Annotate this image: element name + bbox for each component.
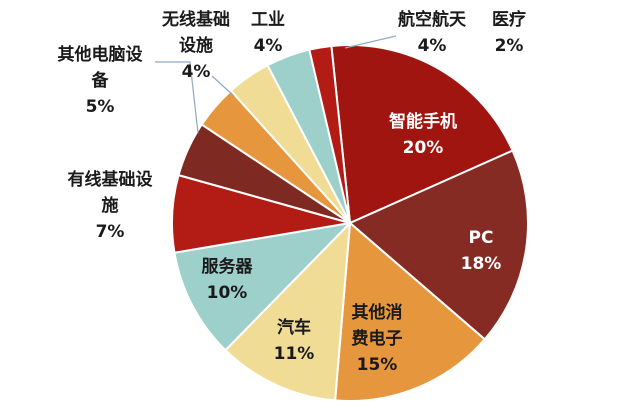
slice-label-line: 航空航天 [398,9,467,30]
slice-label-6: 其他电脑设备 5% [58,44,143,117]
leader-lines [155,35,397,134]
slice-label-line: 设施 [179,35,213,56]
pie-slice-4 [173,221,353,352]
slice-label-line: 汽车 [277,317,311,338]
slice-label-10: 医疗 2% [492,9,526,56]
slice-label-3: 汽车 11% [274,317,315,364]
slice-label-line: 无线基础 [161,9,230,30]
slice-label-line: 费电子 [352,328,403,349]
pie-slices [171,44,530,402]
slice-percent: 20% [403,138,444,158]
leader-line-6 [155,61,199,134]
pie-slice-1 [348,149,530,341]
pie-slice-10 [308,44,351,224]
slice-percent: 5% [86,97,115,117]
slice-percent: 2% [495,36,524,56]
slice-label-line: 工业 [251,10,285,30]
slice-label-0: 智能手机 20% [389,111,457,158]
slice-label-2: 其他消费电子 15% [352,302,403,375]
slice-percent: 4% [418,36,447,56]
slice-label-8: 工业 4% [251,10,285,56]
pie-slice-2 [334,220,487,402]
pie-slice-0 [330,44,514,225]
slice-percent: 18% [461,254,502,274]
slice-label-line: 服务器 [202,256,254,277]
slice-labels: 智能手机 20% PC 18% 其他消费电子 15% 汽车 11% 服务器 10% 有线基础设施 7%… [58,9,527,375]
leader-line-10 [344,35,397,49]
slice-label-4: 服务器 10% [202,256,254,303]
slice-label-line: 有线基础设 [68,169,153,190]
slice-percent: 11% [274,344,315,364]
slice-label-line: PC [469,228,494,248]
slice-percent: 7% [96,222,125,242]
slice-percent: 10% [207,283,248,303]
slice-label-line: 医疗 [492,9,526,30]
pie-slice-3 [224,220,352,402]
leader-line-7 [211,75,235,97]
slice-label-5: 有线基础设施 7% [68,169,153,242]
slice-label-line: 施 [102,195,119,216]
slice-percent: 15% [357,355,398,375]
slice-label-1: PC 18% [461,228,502,274]
slice-label-line: 其他消 [352,302,403,323]
slice-label-line: 备 [91,70,110,91]
slice-label-line: 智能手机 [389,111,457,132]
slice-percent: 4% [254,36,283,56]
slice-label-line: 其他电脑设 [58,44,143,65]
slice-label-9: 航空航天 4% [398,9,467,56]
slice-label-7: 无线基础设施 4% [161,9,230,82]
slice-percent: 4% [182,62,211,82]
